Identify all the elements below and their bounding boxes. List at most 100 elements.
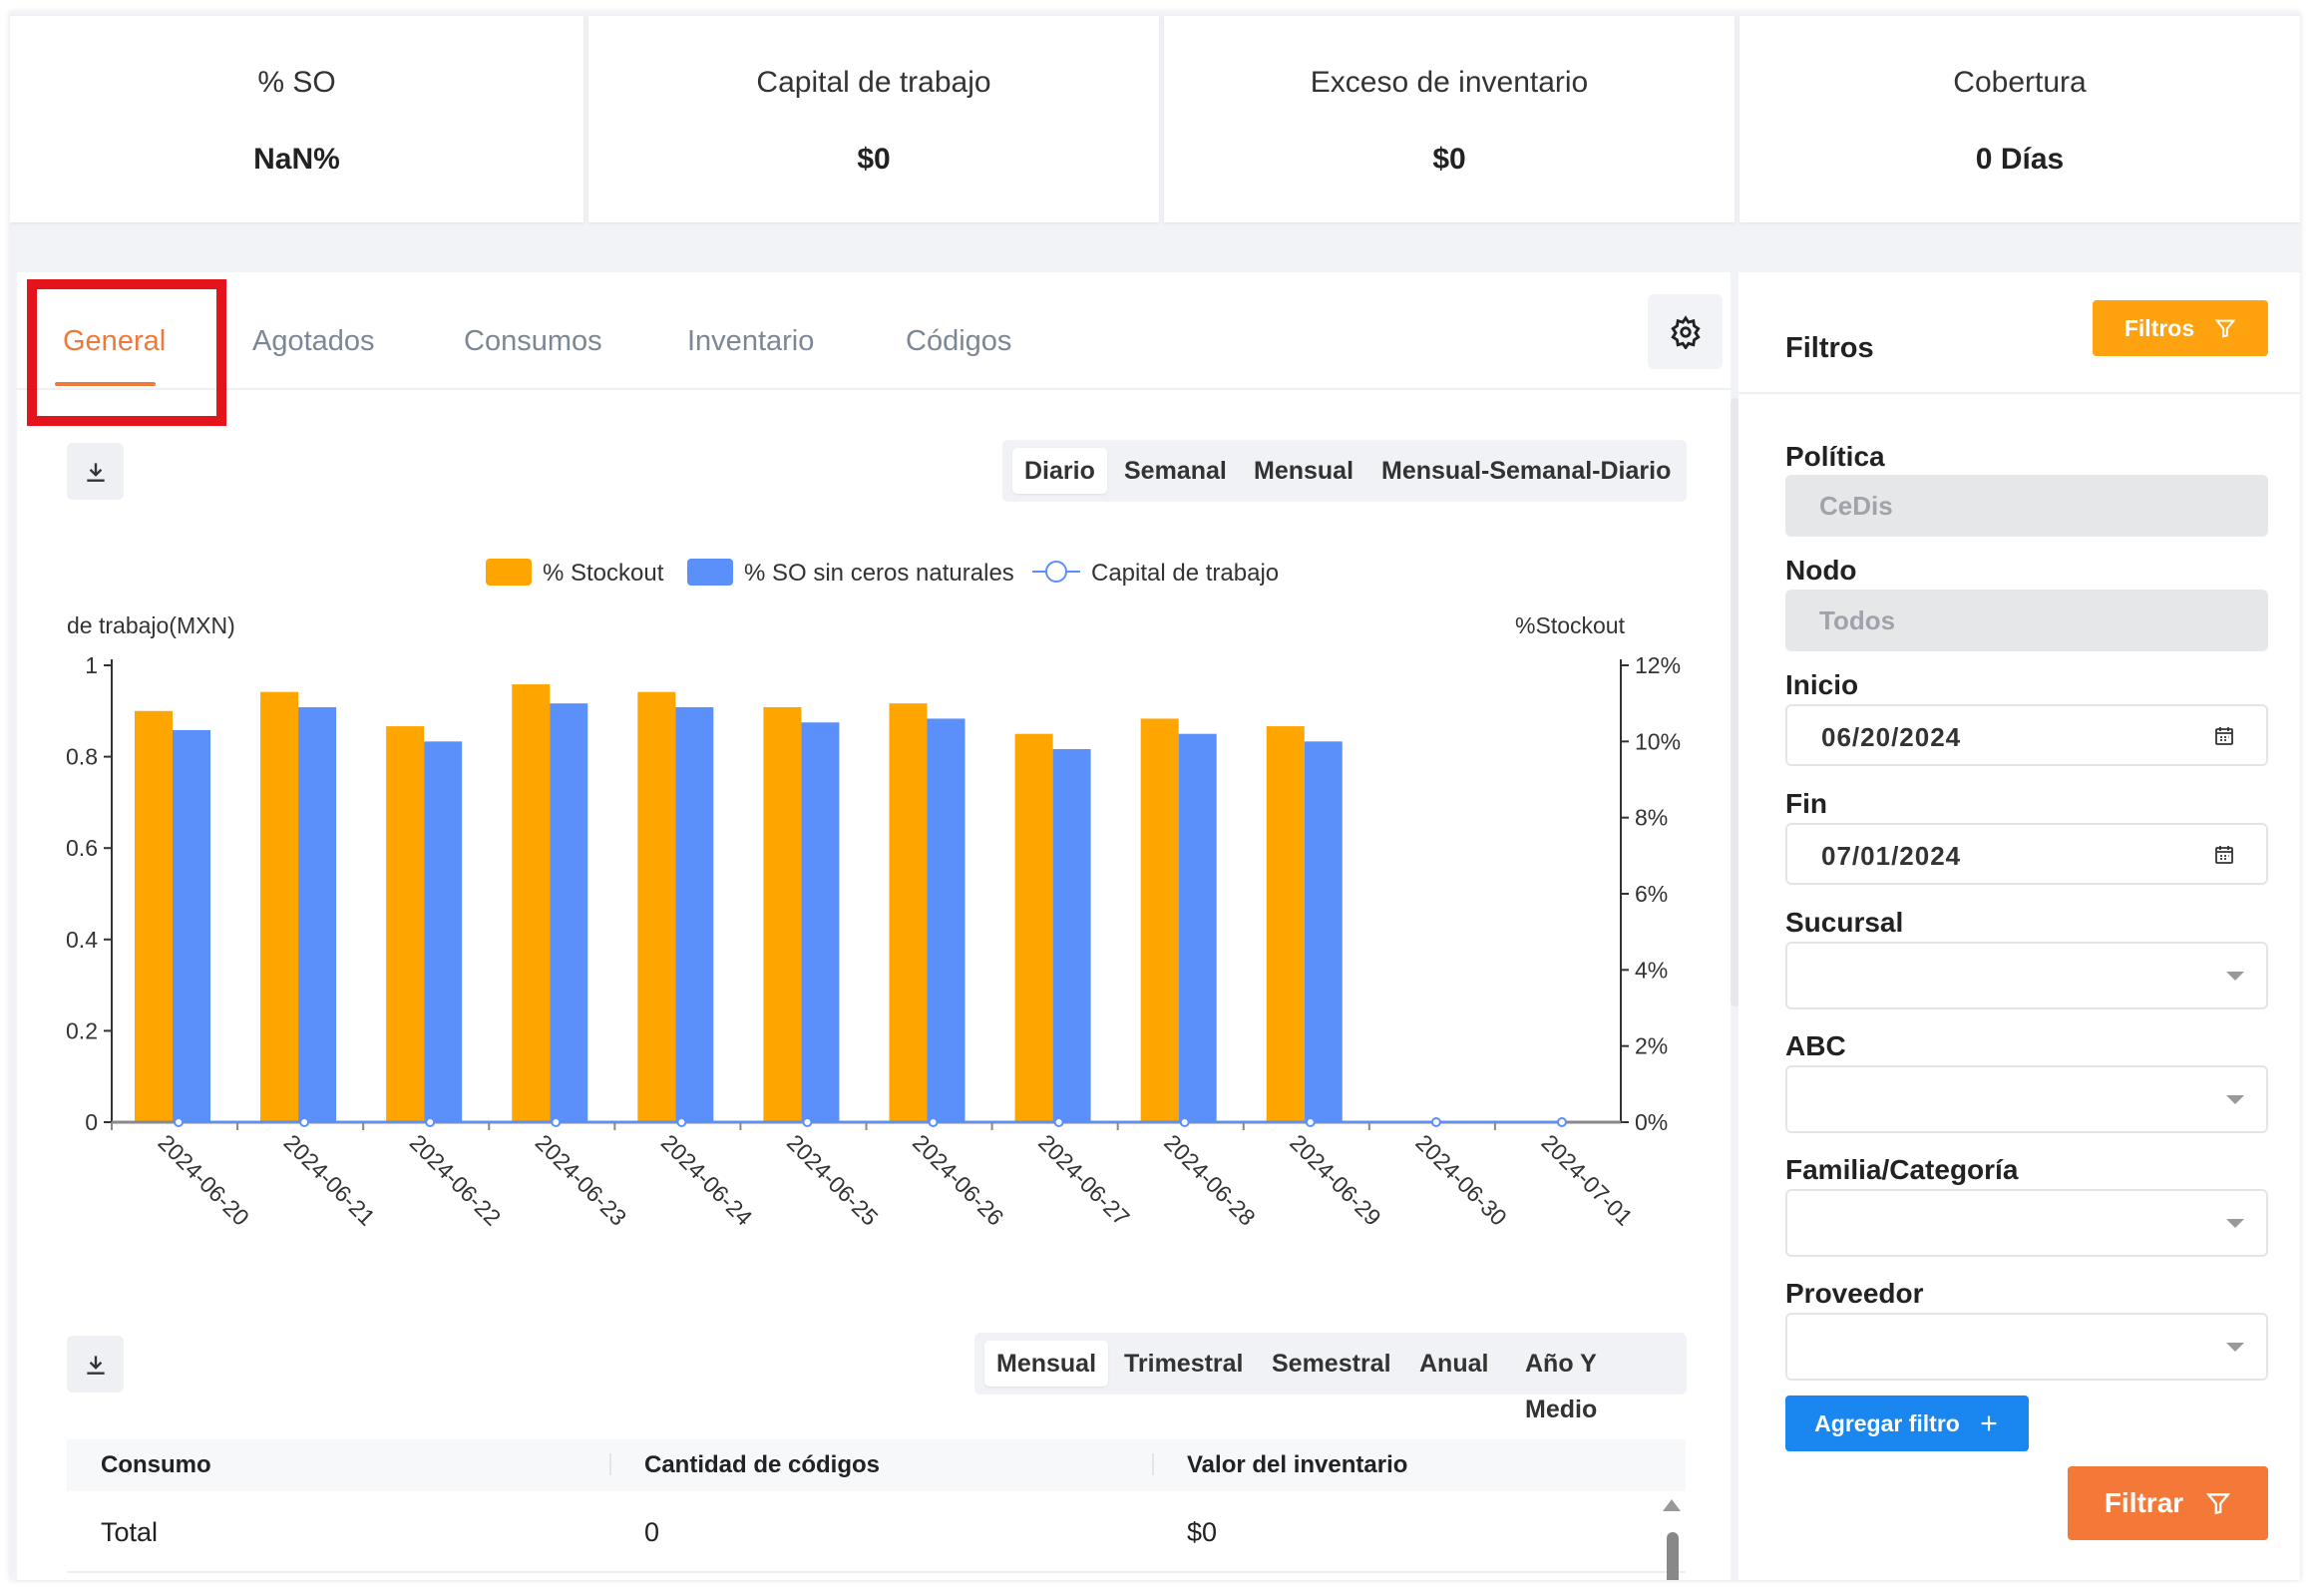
tab-general[interactable]: General xyxy=(63,325,167,357)
tab-consumos[interactable]: Consumos xyxy=(464,325,602,357)
x-tick-label: 2024-06-20 xyxy=(154,1129,255,1231)
gear-icon xyxy=(1670,314,1701,349)
kpi-title: % SO xyxy=(257,66,336,99)
legend-swatch-stockout xyxy=(486,559,532,586)
point-capital xyxy=(1179,1117,1190,1127)
plus-icon xyxy=(1981,1415,1997,1431)
right-tick-label: 12% xyxy=(1635,652,1681,678)
fin-label: Fin xyxy=(1785,788,1827,819)
kpi-card-so: % SO NaN% xyxy=(10,16,583,222)
period-semestral[interactable]: Semestral xyxy=(1272,1350,1391,1378)
bar-so-sin-ceros xyxy=(675,706,714,1122)
funnel-icon xyxy=(2205,1493,2231,1515)
apply-filter-button[interactable]: Filtrar xyxy=(2068,1466,2268,1540)
calendar-icon[interactable] xyxy=(2212,724,2236,748)
legend-label: Capital de trabajo xyxy=(1091,560,1279,587)
x-tick-label: 2024-06-30 xyxy=(1410,1129,1512,1231)
kpi-value: $0 xyxy=(857,143,891,176)
table-cell: $0 xyxy=(1187,1517,1218,1547)
table-row: Total 0 $0 xyxy=(67,1491,1686,1573)
download-table-button[interactable] xyxy=(67,1336,124,1393)
chevron-down-icon xyxy=(2226,1095,2244,1104)
left-tick-label: 0 xyxy=(85,1109,98,1135)
kpi-title: Capital de trabajo xyxy=(756,66,991,99)
bar-stockout xyxy=(386,726,425,1122)
kpi-title: Exceso de inventario xyxy=(1310,66,1589,99)
left-tick-label: 0.4 xyxy=(66,927,98,953)
main-panel: General Agotados Consumos Inventario Cód… xyxy=(17,272,1740,1580)
sucursal-select[interactable] xyxy=(1785,942,2268,1009)
tab-inventario[interactable]: Inventario xyxy=(687,325,815,357)
chevron-down-icon xyxy=(2226,1219,2244,1228)
bar-so-sin-ceros xyxy=(173,729,210,1122)
granularity-mensual[interactable]: Mensual xyxy=(1254,457,1354,485)
period-selector: Mensual Trimestral Semestral Anual Año Y… xyxy=(974,1333,1687,1423)
left-tick-label: 0.8 xyxy=(66,744,98,770)
granularity-semanal[interactable]: Semanal xyxy=(1124,457,1227,485)
chevron-down-icon xyxy=(2226,972,2244,981)
panel-scrollbar[interactable] xyxy=(1731,398,1740,1006)
familia-select[interactable] xyxy=(1785,1189,2268,1257)
point-capital xyxy=(174,1117,185,1127)
kpi-title: Cobertura xyxy=(1953,66,2087,99)
settings-button[interactable] xyxy=(1648,294,1723,369)
funnel-icon xyxy=(2214,319,2236,338)
period-trimestral[interactable]: Trimestral xyxy=(1124,1350,1244,1378)
tab-codigos[interactable]: Códigos xyxy=(906,325,1012,357)
proveedor-select[interactable] xyxy=(1785,1313,2268,1381)
fin-date-input[interactable]: 07/01/2024 xyxy=(1785,823,2268,885)
point-capital xyxy=(1430,1117,1441,1127)
apply-filter-label: Filtrar xyxy=(2104,1487,2184,1518)
download-chart-button[interactable] xyxy=(67,443,124,500)
table-scrollbar-thumb[interactable] xyxy=(1667,1532,1679,1580)
granularity-diario[interactable]: Diario xyxy=(1012,448,1107,494)
legend-label: % Stockout xyxy=(543,560,664,587)
filters-header: Filtros Filtros xyxy=(1738,272,2300,394)
kpi-value: 0 Días xyxy=(1975,143,2065,176)
kpi-card-cobertura: Cobertura 0 Días xyxy=(1739,16,2300,222)
kpi-value: $0 xyxy=(1432,143,1466,176)
right-tick-label: 2% xyxy=(1635,1033,1668,1059)
table-cell: 0 xyxy=(644,1517,660,1547)
nodo-label: Nodo xyxy=(1785,555,1857,586)
abc-select[interactable] xyxy=(1785,1065,2268,1133)
bar-stockout xyxy=(1014,733,1053,1122)
nodo-value: Todos xyxy=(1819,605,1896,635)
right-tick-label: 4% xyxy=(1635,957,1668,983)
download-icon xyxy=(86,1355,105,1375)
bar-so-sin-ceros xyxy=(1304,741,1343,1122)
table-scroll-up-icon[interactable] xyxy=(1663,1499,1681,1511)
kpi-card-capital: Capital de trabajo $0 xyxy=(588,16,1159,222)
point-capital xyxy=(676,1117,687,1127)
column-header: Cantidad de códigos xyxy=(644,1451,881,1478)
x-tick-label: 2024-06-28 xyxy=(1159,1129,1261,1231)
inicio-label: Inicio xyxy=(1785,669,1859,700)
column-header: Consumo xyxy=(101,1451,211,1478)
period-anual[interactable]: Anual xyxy=(1419,1350,1489,1378)
calendar-icon[interactable] xyxy=(2212,843,2236,867)
bar-so-sin-ceros xyxy=(550,703,588,1122)
x-tick-label: 2024-06-26 xyxy=(908,1129,1009,1231)
column-header: Valor del inventario xyxy=(1187,1451,1408,1478)
abc-label: ABC xyxy=(1785,1030,1846,1061)
kpi-value: NaN% xyxy=(253,143,340,176)
filters-toggle-label: Filtros xyxy=(2124,314,2195,341)
x-tick-label: 2024-06-25 xyxy=(782,1129,884,1231)
filters-toggle-button[interactable]: Filtros xyxy=(2093,300,2268,356)
point-capital xyxy=(802,1117,813,1127)
bar-so-sin-ceros xyxy=(424,741,463,1122)
inicio-date-input[interactable]: 06/20/2024 xyxy=(1785,704,2268,766)
add-filter-button[interactable]: Agregar filtro xyxy=(1785,1396,2029,1451)
point-capital xyxy=(551,1117,562,1127)
tab-agotados[interactable]: Agotados xyxy=(252,325,375,357)
granularity-mensual-semanal-diario[interactable]: Mensual-Semanal-Diario xyxy=(1381,457,1672,485)
nodo-field: Todos xyxy=(1785,590,2268,651)
politica-value: CeDis xyxy=(1819,491,1893,521)
bar-stockout xyxy=(1266,726,1305,1122)
download-icon xyxy=(86,462,105,482)
right-tick-label: 10% xyxy=(1635,728,1681,754)
x-tick-label: 2024-06-29 xyxy=(1285,1129,1386,1231)
x-tick-label: 2024-06-27 xyxy=(1033,1129,1135,1231)
period-ano-y-medio[interactable]: Año Y Medio xyxy=(1525,1350,1598,1423)
period-mensual[interactable]: Mensual xyxy=(984,1341,1109,1387)
